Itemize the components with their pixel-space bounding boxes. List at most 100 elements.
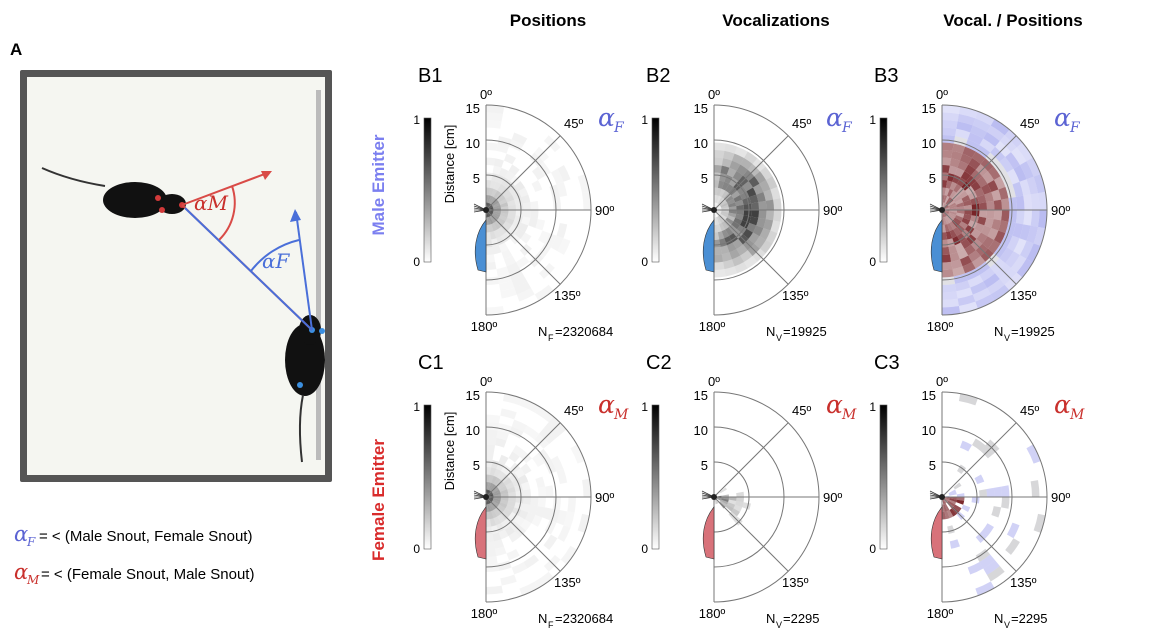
heatmap-bin (714, 217, 717, 225)
colorbar-tick: 1 (413, 400, 420, 414)
angle-label: 90º (1051, 203, 1070, 218)
radial-tick: 10 (922, 136, 936, 151)
heatmap-bin (735, 500, 744, 508)
svg-text:V: V (1004, 620, 1010, 630)
svg-text:=2320684: =2320684 (555, 324, 613, 339)
heatmap-bin (949, 207, 957, 210)
heatmap-bin (1006, 522, 1020, 539)
heatmap-bin (748, 232, 760, 244)
heatmap-bin (522, 497, 531, 505)
heatmap-bin (488, 187, 494, 196)
heatmap-bin (486, 120, 502, 129)
heatmap-bin (1001, 198, 1010, 210)
heatmap-bin (492, 245, 502, 255)
angle-label: 45º (1020, 116, 1039, 131)
heatmap-bin (491, 188, 498, 198)
heatmap-bin (717, 180, 725, 189)
heatmap-bin (1006, 235, 1020, 252)
heatmap-bin (746, 222, 757, 233)
heatmap-bin (498, 502, 508, 509)
heatmap-bin (944, 511, 950, 520)
heatmap-bin (942, 172, 949, 181)
heatmap-bin (990, 284, 1010, 301)
heatmap-bin (979, 554, 996, 569)
panel-id: C2 (646, 352, 672, 374)
heatmap-bin (500, 493, 509, 497)
polar-grid (485, 391, 592, 603)
heatmap-bin (498, 167, 509, 178)
heatmap-bin (507, 486, 516, 494)
heatmap-bin (949, 190, 957, 199)
heatmap-bin (511, 274, 528, 288)
angle-spoke (713, 209, 789, 285)
heatmap-bin (1030, 480, 1040, 497)
colorbar (651, 117, 660, 263)
heatmap-bin (735, 213, 744, 221)
heatmap-bins (486, 393, 591, 596)
heatmap-bin (754, 236, 766, 249)
heatmap-bin (964, 164, 976, 176)
heatmap-bin (1015, 210, 1025, 225)
heatmap-bin (963, 213, 972, 221)
heatmap-bin (942, 298, 959, 308)
heatmap-bin (942, 246, 950, 255)
svg-text:α: α (1054, 390, 1071, 419)
heatmap-bin (986, 210, 995, 220)
angle-label: 180º (471, 319, 498, 334)
heatmap-bin (942, 180, 948, 188)
heatmap-bin (511, 132, 528, 146)
heatmap-bin (773, 198, 782, 210)
heatmap-bin (521, 503, 531, 513)
heatmap-bin (515, 497, 524, 504)
legend-f-text: = < (Male Snout, Female Snout) (39, 528, 252, 545)
heatmap-bin (942, 165, 950, 174)
heatmap-bin (716, 195, 722, 204)
heatmap-bin (736, 164, 748, 176)
panel-id: B3 (874, 65, 898, 87)
svg-text:M: M (841, 407, 857, 423)
angle-spoke (485, 135, 561, 211)
heatmap-bin (518, 187, 529, 198)
heatmap-bin (719, 222, 726, 232)
heatmap-bin (486, 276, 500, 285)
heatmap-bin (535, 476, 546, 488)
heatmap-bin (502, 393, 522, 406)
colorbar-tick: 0 (413, 255, 420, 269)
heatmap-bin (1026, 176, 1039, 195)
count-label: N V =19925 (766, 324, 827, 343)
heatmap-bin (1008, 210, 1017, 224)
heatmap-bin (496, 430, 510, 441)
heatmap-bin (577, 513, 590, 533)
heatmap-bin (486, 422, 500, 431)
heatmap-bin (998, 186, 1009, 200)
radial-tick: 15 (694, 388, 708, 403)
heatmap-bin (944, 195, 950, 204)
heatmap-bin (999, 156, 1014, 173)
heatmap-bin (511, 561, 528, 575)
polar-grid (941, 391, 1048, 603)
svg-text:=2320684: =2320684 (555, 611, 613, 626)
heatmap-bin (728, 212, 737, 218)
svg-text:F: F (841, 120, 853, 136)
angle-spoke (941, 209, 1017, 285)
heatmap-bin (1019, 240, 1034, 259)
colorbar-tick: 1 (869, 113, 876, 127)
heatmap-bin (721, 497, 729, 500)
heatmap-bin (970, 181, 981, 192)
heatmap-bin (959, 153, 972, 165)
angle-label: 90º (595, 203, 614, 218)
angle-label: 180º (699, 606, 726, 621)
alpha-f-legend: α F = < (Male Snout, Female Snout) (14, 522, 252, 549)
heatmap-bin (947, 500, 955, 507)
snout-icon (929, 203, 945, 273)
heatmap-bin (944, 224, 950, 233)
male-mouse (41, 167, 186, 218)
heatmap-bin (949, 252, 960, 262)
heatmap-bin (1016, 258, 1033, 278)
radial-tick: 15 (466, 101, 480, 116)
radial-tick: 5 (701, 458, 708, 473)
heatmap-bin (486, 548, 497, 557)
heatmap-bin (508, 204, 516, 210)
